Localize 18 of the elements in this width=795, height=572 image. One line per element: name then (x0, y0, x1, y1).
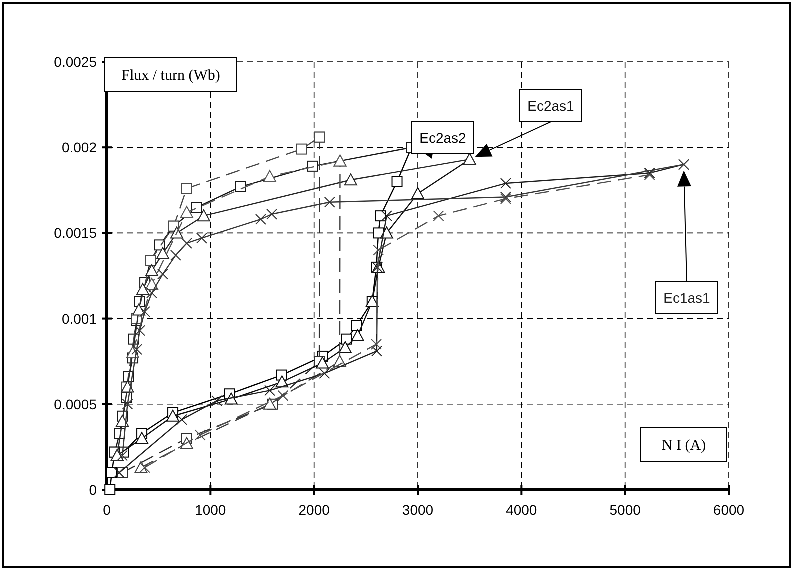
y-axis-title: Flux / turn (Wb) (122, 68, 220, 84)
x-tick-label: 1000 (195, 502, 226, 518)
x-tick-label: 6000 (713, 502, 745, 518)
text: Ec2as1 (528, 98, 575, 114)
x-tick-label: 5000 (610, 502, 642, 518)
y-tick-label: 0.002 (62, 140, 98, 156)
x-tick-label: 0 (103, 502, 112, 518)
text: Ec1as1 (664, 290, 711, 306)
legend-label: Ec2as2 (420, 130, 467, 146)
x-tick-label: 3000 (402, 502, 434, 518)
y-tick-label: 0.0005 (54, 396, 98, 412)
x-axis-title: N I (A) (662, 438, 706, 454)
x-tick-label: 4000 (506, 502, 538, 518)
y-tick-label: 0.001 (62, 310, 98, 327)
y-tick-label: 0 (89, 482, 98, 498)
y-tick-label: 0.0015 (54, 225, 98, 242)
x-tick-label: 2000 (298, 502, 330, 518)
y-tick-label: 0.0025 (54, 54, 98, 70)
